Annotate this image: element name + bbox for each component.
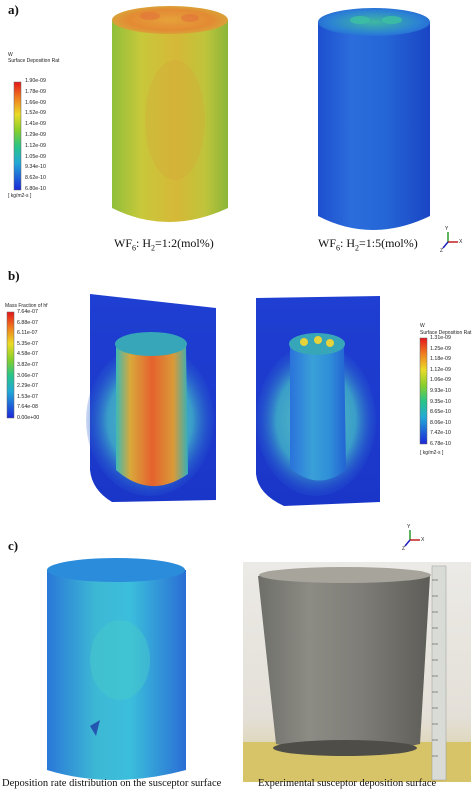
- triad-a-z-label: Z: [440, 248, 444, 254]
- panel-b-left-domain: [86, 294, 216, 502]
- triad-a-x-label: X: [459, 239, 463, 245]
- panel-b-left-legend-ticks: 7.64e-07 6.88e-07 6.11e-07 5.35e-07 4.58…: [17, 309, 40, 421]
- panel-label-b: b): [8, 268, 20, 283]
- panel-b-left-legend-colorbar: [6, 311, 15, 419]
- panel-b-right-legend-units: [ kg/m2-s ]: [420, 450, 444, 456]
- panel-b-right-legend-unit-symbol: W: [420, 323, 425, 329]
- panel-a-left-cylinder: [112, 6, 228, 222]
- axis-triad-a: [442, 232, 458, 249]
- panel-a-legend-ticks: 1.90e-09 1.78e-09 1.66e-09 1.52e-09 1.41…: [25, 78, 46, 192]
- panel-c-experimental-photo: [243, 562, 471, 782]
- panel-a-caption-right: WF6: H2=1:5(mol%): [318, 236, 418, 253]
- panel-a-legend-colorbar: [13, 81, 22, 191]
- panel-b-right-legend-title: Surface Deposition Rat: [420, 330, 472, 336]
- panel-c-caption-right: Experimental susceptor deposition surfac…: [258, 778, 437, 789]
- panel-c-simulated-cylinder: [47, 558, 186, 780]
- triad-b-z-label: Z: [402, 546, 406, 552]
- panel-label-c: c): [8, 538, 19, 553]
- panel-label-a: a): [8, 2, 19, 17]
- panel-b-left-legend-title: Mass Fraction of hf: [5, 303, 48, 309]
- panel-b-right-legend-ticks: 1.31e-09 1.25e-09 1.18e-09 1.12e-09 1.06…: [430, 335, 451, 447]
- panel-b-right-legend-colorbar: [419, 337, 428, 445]
- panel-a-legend-unit-symbol: W: [8, 52, 13, 58]
- axis-triad-b: [404, 530, 420, 547]
- panel-c-caption-left: Deposition rate distribution on the susc…: [2, 778, 222, 789]
- triad-b-y-label: Y: [407, 524, 411, 530]
- panel-a-legend-units: [ kg/m2-s ]: [8, 193, 32, 199]
- panel-a-right-cylinder: [318, 8, 430, 230]
- panel-a-caption-left: WF6: H2=1:2(mol%): [114, 236, 214, 253]
- panel-b-right-domain: [256, 296, 380, 506]
- triad-b-x-label: X: [421, 537, 425, 543]
- panel-a-legend-title: Surface Deposition Rat: [8, 58, 60, 64]
- triad-a-y-label: Y: [445, 226, 449, 232]
